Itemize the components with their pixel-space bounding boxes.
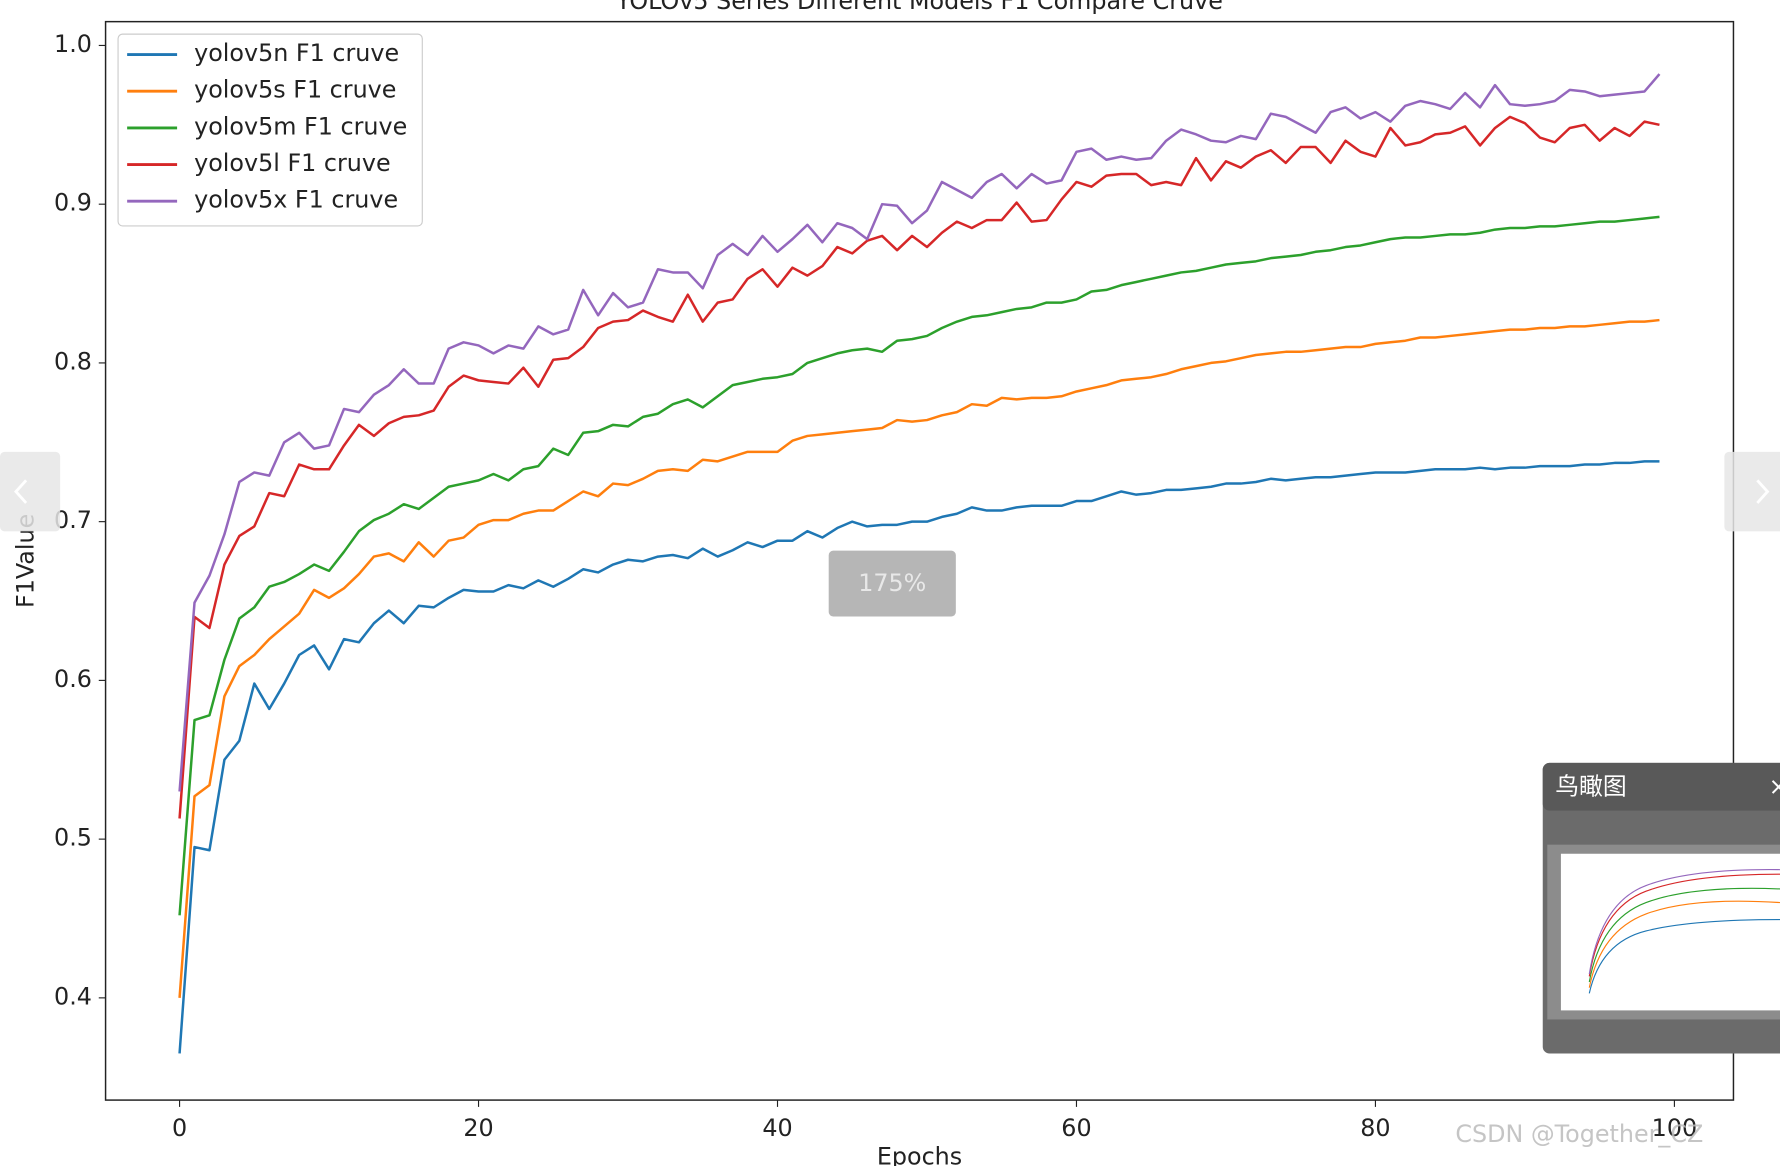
prev-button-bg (0, 451, 61, 532)
series-line (178, 318, 1660, 998)
thumb-line (1588, 873, 1780, 977)
y-tick-label: 0.4 (54, 982, 92, 1010)
thumb-line (1588, 900, 1780, 988)
legend-label: yolov5m F1 cruve (194, 112, 407, 140)
series-line (178, 215, 1660, 916)
thumb-line (1588, 887, 1780, 983)
next-button-bg (1724, 451, 1780, 532)
y-tick-label: 0.8 (54, 347, 92, 375)
x-tick-label: 40 (762, 1114, 792, 1142)
legend-label: yolov5n F1 cruve (194, 39, 399, 67)
overview-thumbnail (1560, 853, 1780, 1011)
x-tick-label: 100 (1652, 1114, 1697, 1142)
next-icon (1756, 479, 1770, 504)
plot-frame (104, 20, 1735, 1101)
zoom-text: 175% (858, 569, 926, 597)
watermark: CSDN @Together_CZ (1455, 1120, 1703, 1148)
chart: 0.4 0.5 0.6 0.7 0.8 0.9 1.0 0 20 40 60 80 100 (54, 20, 1735, 1142)
y-tick-label: 0.5 (54, 824, 92, 852)
legend-label: yolov5l F1 cruve (194, 149, 391, 177)
prev-button[interactable] (0, 451, 61, 532)
overview-title: 鸟瞰图 (1555, 772, 1626, 800)
zoom-indicator: 175% (828, 550, 956, 617)
overview-header (1542, 762, 1780, 811)
overview-panel: 鸟瞰图 × (1542, 762, 1780, 1054)
y-tick-label: 0.9 (54, 189, 92, 217)
x-tick-label: 20 (463, 1114, 493, 1142)
next-button[interactable] (1724, 451, 1780, 532)
legend: yolov5n F1 cruve yolov5s F1 cruve yolov5m … (117, 33, 423, 227)
y-tick-label: 0.7 (54, 506, 92, 534)
x-tick-label: 80 (1360, 1114, 1390, 1142)
x-tick-label: 60 (1061, 1114, 1091, 1142)
x-axis-label: Epochs (877, 1142, 962, 1166)
zoom-bg (828, 550, 956, 617)
legend-box (117, 33, 423, 227)
series-line (178, 115, 1660, 819)
legend-label: yolov5s F1 cruve (194, 76, 396, 104)
y-tick-label: 1.0 (54, 30, 92, 58)
overview-close[interactable]: × (1769, 772, 1780, 800)
thumb-line (1588, 869, 1780, 975)
thumb-line (1588, 919, 1780, 994)
chart-title: YOLOv5 Series Different Models F1 Compar… (615, 0, 1223, 15)
legend-label: yolov5x F1 cruve (194, 186, 398, 214)
series-line (178, 460, 1660, 1054)
prev-icon (13, 479, 28, 504)
x-tick-label: 0 (172, 1114, 187, 1142)
y-tick-label: 0.6 (54, 665, 92, 693)
series-line (178, 73, 1661, 792)
